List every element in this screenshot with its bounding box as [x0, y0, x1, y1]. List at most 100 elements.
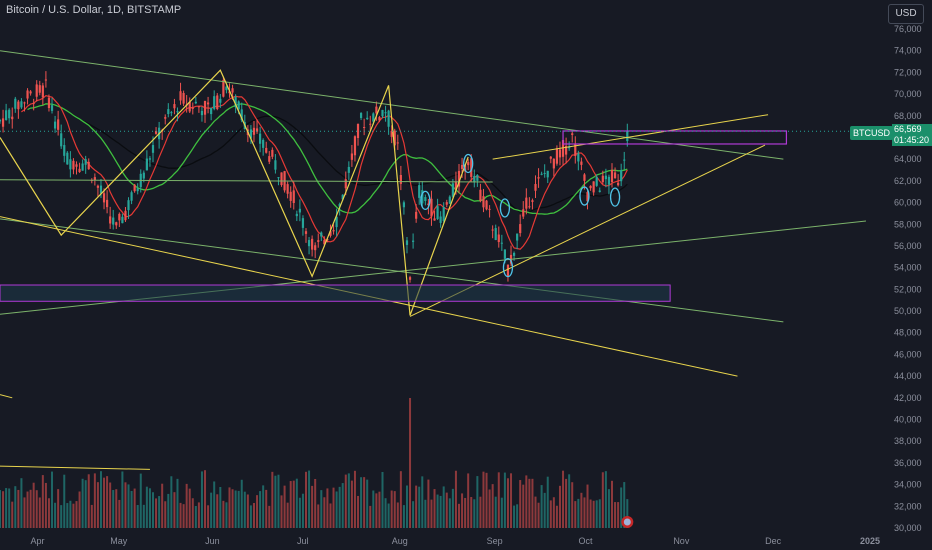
demand-zone[interactable]: [0, 284, 671, 302]
candle-body: [38, 85, 41, 93]
candle-body: [476, 175, 479, 181]
candle-body: [561, 140, 565, 157]
candle-body: [1, 118, 5, 127]
candle-body: [350, 153, 353, 160]
trendline-lower-channel[interactable]: [0, 218, 784, 323]
volume-bar: [320, 490, 323, 528]
trendline-volume-yellow[interactable]: [0, 465, 150, 470]
volume-bar: [464, 497, 467, 528]
candle-body: [277, 177, 280, 179]
candle-body: [292, 190, 295, 204]
candle-body: [604, 175, 607, 180]
candle-body: [127, 200, 130, 211]
candle-body: [485, 200, 488, 210]
volume-bar: [0, 490, 1, 528]
candle-body: [338, 204, 341, 207]
candle-body: [14, 98, 17, 109]
highlight-circle[interactable]: [579, 186, 590, 206]
volume-bar: [265, 489, 268, 528]
candle-body: [571, 133, 574, 135]
volume-bar: [592, 500, 595, 528]
candle-body: [396, 142, 399, 144]
candle-body: [577, 153, 580, 162]
volume-bar: [350, 480, 353, 528]
candle-body: [173, 104, 176, 109]
candle-body: [307, 240, 311, 247]
volume-bar: [323, 497, 326, 528]
candle-body: [41, 85, 44, 98]
volume-bar: [595, 500, 598, 528]
candle-body: [151, 145, 155, 153]
candle-body: [8, 109, 11, 119]
volume-bar: [262, 485, 265, 528]
candle-body: [271, 149, 274, 157]
volume-bar: [252, 502, 255, 528]
horizontal-support-line[interactable]: [0, 179, 493, 183]
x-tick-label: Sep: [487, 536, 503, 546]
highlight-circle[interactable]: [499, 198, 511, 218]
volume-bar: [617, 502, 620, 528]
volume-bar: [44, 482, 47, 528]
y-tick-label: 50,000: [894, 306, 922, 316]
volume-bar: [164, 501, 167, 528]
trendline-stub-yellow[interactable]: [0, 394, 13, 399]
volume-bar: [513, 505, 516, 528]
volume-bar: [574, 501, 577, 528]
highlight-circle[interactable]: [502, 258, 514, 278]
volume-bar: [167, 493, 170, 528]
candle-body: [378, 117, 381, 121]
volume-bar: [360, 477, 363, 528]
highlight-circle[interactable]: [420, 190, 431, 211]
volume-bar: [525, 475, 528, 528]
candle-body: [366, 117, 369, 120]
y-tick-label: 64,000: [894, 154, 922, 164]
volume-bar: [412, 501, 415, 528]
volume-bar: [136, 505, 139, 528]
candle-body: [516, 233, 519, 241]
candle-body: [53, 121, 57, 129]
resistance-zone[interactable]: [562, 130, 788, 145]
y-tick-label: 68,000: [894, 111, 922, 121]
volume-bar: [204, 470, 207, 528]
candle-body: [191, 107, 194, 109]
candle-body: [623, 159, 626, 161]
volume-bar: [583, 497, 586, 528]
volume-bar: [11, 501, 14, 528]
volume-bar: [534, 496, 537, 528]
y-tick-label: 32,000: [894, 501, 922, 511]
volume-bar: [182, 504, 185, 528]
candle-body: [96, 185, 100, 188]
volume-bar: [494, 496, 497, 528]
candle-body: [121, 216, 124, 224]
candle-body: [552, 158, 555, 169]
highlight-circle[interactable]: [609, 187, 621, 207]
candle-body: [537, 177, 540, 179]
y-tick-label: 60,000: [894, 198, 922, 208]
highlight-circle[interactable]: [463, 153, 474, 174]
volume-bar: [381, 471, 384, 528]
candle-body: [454, 181, 458, 191]
candle-body: [390, 130, 393, 137]
volume-bar: [430, 499, 433, 528]
trendline-upper-yellow[interactable]: [492, 114, 769, 160]
zigzag-pattern[interactable]: [0, 69, 469, 316]
currency-button[interactable]: USD: [888, 4, 924, 24]
candle-body: [170, 112, 173, 114]
bar-countdown-label: 01:45:20: [894, 135, 930, 145]
volume-bar: [103, 477, 106, 528]
candle-body: [555, 148, 559, 164]
candle-body: [525, 197, 528, 209]
trendline-upper-channel[interactable]: [0, 50, 784, 160]
volume-bar: [479, 496, 482, 528]
candle-body: [252, 127, 256, 135]
candle-body: [326, 239, 329, 241]
candle-body: [592, 181, 595, 193]
y-tick-label: 30,000: [894, 523, 922, 533]
candle-body: [540, 173, 543, 175]
candle-body: [399, 174, 402, 184]
candle-body: [323, 239, 326, 245]
volume-bar: [485, 472, 488, 528]
volume-bar: [366, 479, 369, 528]
